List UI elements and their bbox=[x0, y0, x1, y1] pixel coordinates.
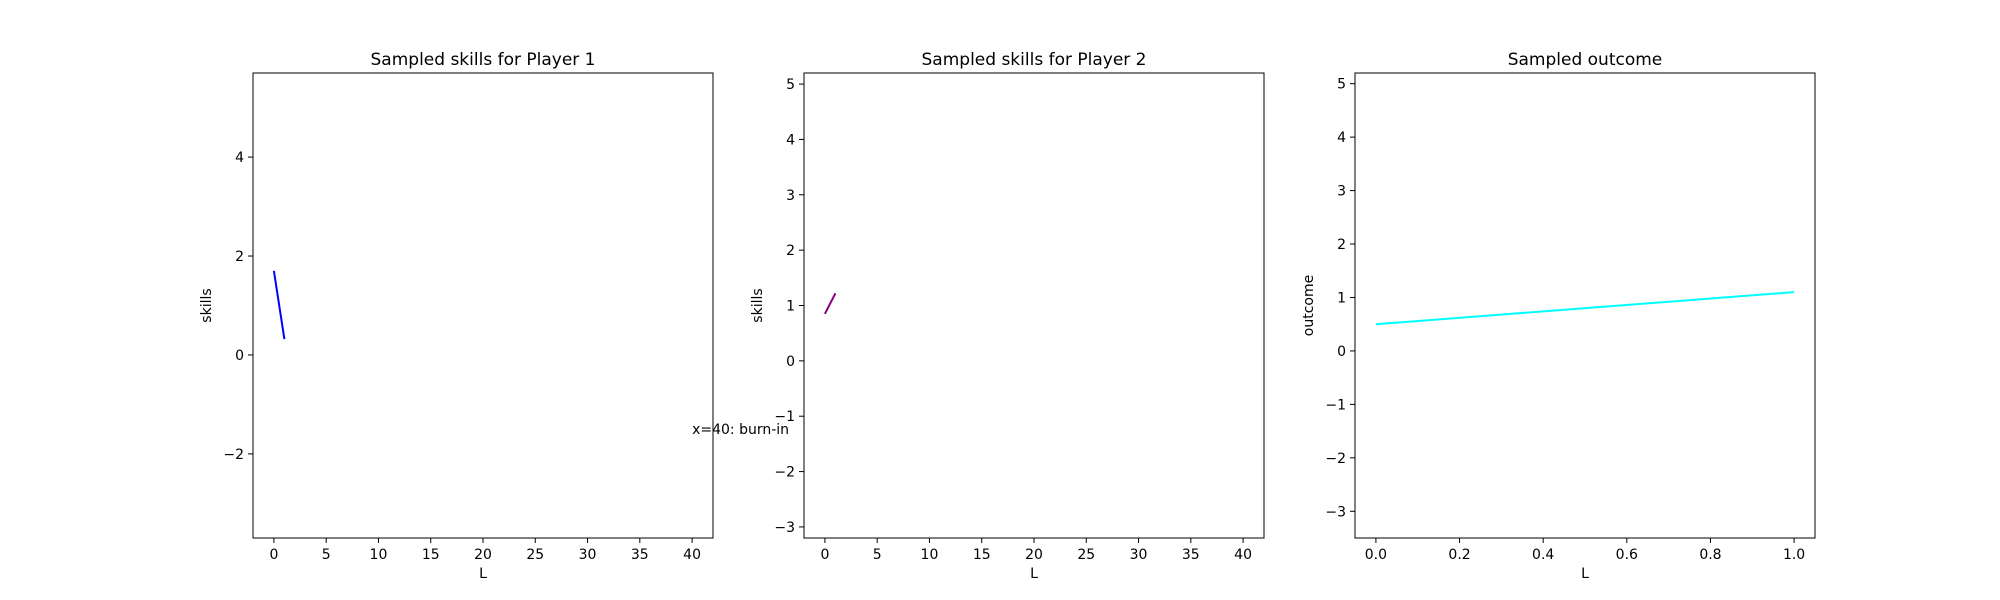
chart-panel-2: Sampled skills for Player 20 5 10 15 20 25 30 3… bbox=[750, 50, 1265, 582]
y-tick-label: 0 bbox=[786, 354, 795, 370]
x-tick-label: 0.6 bbox=[1616, 547, 1638, 563]
x-tick-label: 30 bbox=[1130, 547, 1148, 563]
y-tick-label: 1 bbox=[1337, 290, 1346, 306]
x-tick-label: 10 bbox=[921, 547, 939, 563]
y-tick-label: 5 bbox=[1337, 77, 1346, 93]
x-axis-label: L bbox=[1581, 566, 1589, 582]
y-tick-label: 4 bbox=[1337, 130, 1346, 146]
x-tick-label: 15 bbox=[973, 547, 991, 563]
y-tick-label: −2 bbox=[1325, 451, 1346, 467]
x-tick-label: 0.2 bbox=[1448, 547, 1470, 563]
series-line-1 bbox=[272, 270, 286, 340]
y-tick-label: 0 bbox=[235, 348, 244, 364]
x-tick-label: 40 bbox=[1234, 547, 1252, 563]
y-tick-label: 2 bbox=[235, 249, 244, 265]
y-tick-label: 3 bbox=[786, 188, 795, 204]
y-tick-label: 2 bbox=[1337, 237, 1346, 253]
x-tick-label: 25 bbox=[1077, 547, 1095, 563]
y-tick-label: 2 bbox=[786, 243, 795, 259]
plot-frame bbox=[252, 72, 714, 539]
x-axis-label: L bbox=[479, 566, 487, 582]
plot-frame bbox=[803, 72, 1265, 539]
plot-frame bbox=[1354, 72, 1816, 539]
chart-title: Sampled skills for Player 1 bbox=[371, 50, 596, 70]
x-tick-label: 0.4 bbox=[1532, 547, 1554, 563]
x-tick-label: 35 bbox=[631, 547, 649, 563]
chart-title: Sampled outcome bbox=[1508, 50, 1663, 70]
y-axis-label: skills bbox=[750, 288, 766, 322]
y-tick-label: 4 bbox=[786, 132, 795, 148]
x-tick-label: 5 bbox=[322, 547, 331, 563]
x-tick-label: 5 bbox=[873, 547, 882, 563]
y-axis-label: outcome bbox=[1301, 275, 1317, 336]
series-line-1 bbox=[824, 292, 837, 315]
y-tick-label: 4 bbox=[235, 150, 244, 166]
annotation-text: x=40: burn-in bbox=[692, 422, 789, 438]
y-axis-label: skills bbox=[199, 288, 215, 322]
x-tick-label: 25 bbox=[526, 547, 544, 563]
y-tick-label: 3 bbox=[1337, 184, 1346, 200]
y-tick-label: −2 bbox=[223, 447, 244, 463]
x-tick-label: 30 bbox=[579, 547, 597, 563]
x-axis-label: L bbox=[1030, 566, 1038, 582]
y-tick-label: 0 bbox=[1337, 344, 1346, 360]
x-tick-label: 0.8 bbox=[1699, 547, 1721, 563]
x-tick-label: 0 bbox=[269, 547, 278, 563]
chart-title: Sampled skills for Player 2 bbox=[922, 50, 1147, 70]
series-line-1 bbox=[1375, 291, 1795, 326]
y-tick-label: −1 bbox=[774, 409, 795, 425]
y-tick-label: 5 bbox=[786, 77, 795, 93]
chart-panel-3: Sampled outcome 0.0 0.2 0.4 0.6 0.8 1.0 −3 −2 −1 0… bbox=[1301, 50, 1816, 582]
y-tick-label: −3 bbox=[1325, 504, 1346, 520]
y-tick-label: −1 bbox=[1325, 397, 1346, 413]
x-tick-label: 20 bbox=[474, 547, 492, 563]
chart-panel-1: Sampled skills for Player 10 5 10 15 20 25 30 3… bbox=[199, 50, 789, 582]
x-tick-label: 0.0 bbox=[1365, 547, 1387, 563]
y-tick-label: 1 bbox=[786, 299, 795, 315]
x-tick-label: 20 bbox=[1025, 547, 1043, 563]
x-tick-label: 35 bbox=[1182, 547, 1200, 563]
y-tick-label: −2 bbox=[774, 465, 795, 481]
x-tick-label: 0 bbox=[820, 547, 829, 563]
x-tick-label: 1.0 bbox=[1783, 547, 1805, 563]
x-tick-label: 10 bbox=[370, 547, 388, 563]
x-tick-label: 15 bbox=[422, 547, 440, 563]
y-tick-label: −3 bbox=[774, 520, 795, 536]
x-tick-label: 40 bbox=[683, 547, 701, 563]
